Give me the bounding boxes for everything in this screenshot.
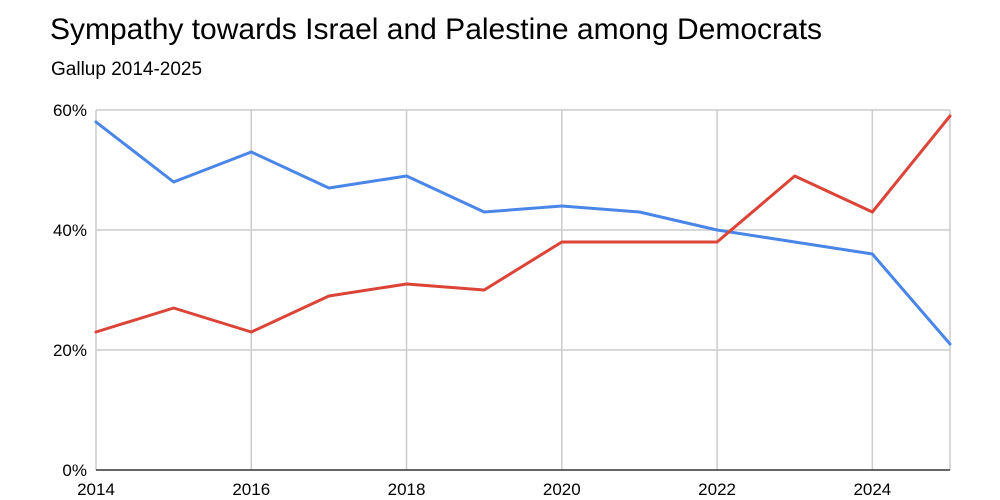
horizontal-gridlines: [96, 109, 950, 351]
y-tick-label: 40%: [53, 221, 87, 240]
y-tick-label: 0%: [62, 461, 87, 480]
series-line-2: [94, 114, 952, 334]
x-tick-label: 2016: [232, 480, 270, 499]
x-axis-tick-labels: 2014 2016 2018 2020 2022 2024: [77, 480, 891, 499]
series-line-1: [94, 120, 952, 346]
chart-subtitle: Gallup 2014-2025: [51, 59, 203, 80]
chart-title: Sympathy towards Israel and Palestine am…: [50, 13, 823, 46]
y-axis-tick-labels: 0% 20% 40% 60%: [53, 101, 87, 480]
x-tick-label: 2024: [853, 480, 891, 499]
x-tick-label: 2018: [388, 480, 426, 499]
y-tick-label: 60%: [53, 101, 87, 120]
vertical-gridlines: [95, 110, 951, 470]
x-tick-label: 2022: [698, 480, 736, 499]
x-tick-label: 2014: [77, 480, 115, 499]
y-tick-label: 20%: [53, 341, 87, 360]
series-lines: [94, 114, 952, 346]
x-tick-label: 2020: [543, 480, 581, 499]
